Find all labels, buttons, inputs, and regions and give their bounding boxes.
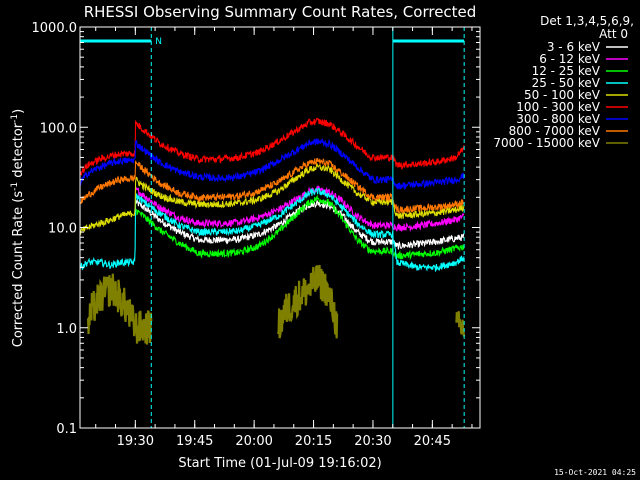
legend-entry: 25 - 50 keV [532,76,628,90]
x-tick-label: 20:45 [414,434,451,449]
legend-entry: 50 - 100 keV [524,88,628,102]
series-line [86,264,466,345]
series-layer [79,117,466,345]
legend-label: 800 - 7000 keV [509,124,601,138]
series-line [79,187,465,273]
y-axis-label-sup2: -1 [10,114,20,123]
x-tick-label: 20:00 [235,434,272,449]
series-line [79,117,465,177]
x-tick-label: 20:15 [295,434,332,449]
y-axis-label-mid: detector [11,122,26,182]
y-axis-label-end: ) [11,109,26,114]
legend-label: 100 - 300 keV [516,100,600,114]
series-line [79,157,465,215]
legend-entry: 300 - 800 keV [516,112,628,126]
series-800-7000-kev [79,157,465,215]
legend-entry: 12 - 25 keV [532,64,628,78]
legend-label: 7000 - 15000 keV [493,136,600,150]
series-6-12-kev [135,185,465,233]
series-line [135,199,465,250]
legend-label: 300 - 800 keV [516,112,600,126]
legend-entry: 6 - 12 keV [539,52,628,66]
legend-label: 50 - 100 keV [524,88,601,102]
series-25-50-kev [79,187,465,273]
y-tick-label: 10.0 [48,222,77,237]
series-50-100-kev [79,163,465,235]
series-3-6-kev [135,199,465,250]
y-tick-label: 1000.0 [32,21,78,36]
y-axis-label: Corrected Count Rate (s-1 detector-1) [10,109,26,347]
legend-title-2: Att 0 [599,27,628,41]
legend-label: 12 - 25 keV [532,64,601,78]
legend-entry: 800 - 7000 keV [509,124,628,138]
y-axis-label-main: Corrected Count Rate (s [11,191,26,348]
y-tick-label: 0.1 [56,422,77,437]
series-line [79,163,465,235]
series-line [79,137,465,191]
series-300-800-kev [79,137,465,191]
x-axis-label: Start Time (01-Jul-09 19:16:02) [178,456,381,471]
y-tick-label: 1.0 [56,322,77,337]
chart-title: RHESSI Observing Summary Count Rates, Co… [84,3,477,21]
x-tick-label: 19:30 [117,434,154,449]
legend-label: 3 - 6 keV [547,40,601,54]
series-12-25-kev [135,194,465,261]
legend-entry: 3 - 6 keV [547,40,628,54]
y-axis-label-sup1: -1 [10,182,20,191]
legend-label: 6 - 12 keV [539,52,601,66]
series-line [135,185,465,233]
x-tick-label: 19:45 [176,434,213,449]
legend-entry: 7000 - 15000 keV [493,136,628,150]
legend-entry: 100 - 300 keV [516,100,628,114]
series-7000-15000-kev [86,264,466,345]
series-100-300-kev [79,117,465,177]
x-tick-label: 20:30 [354,434,391,449]
legend-title-1: Det 1,3,4,5,6,9, [540,14,634,28]
flag-label: N [155,37,162,47]
series-line [135,194,465,261]
legend-label: 25 - 50 keV [532,76,601,90]
footer-date: 15-Oct-2021 04:25 [554,468,636,477]
y-tick-label: 100.0 [40,121,77,136]
axes-layer: 1000.0 100.0 10.0 1.0 0.1 19:30 19:45 20:00 20:1… [32,21,481,449]
